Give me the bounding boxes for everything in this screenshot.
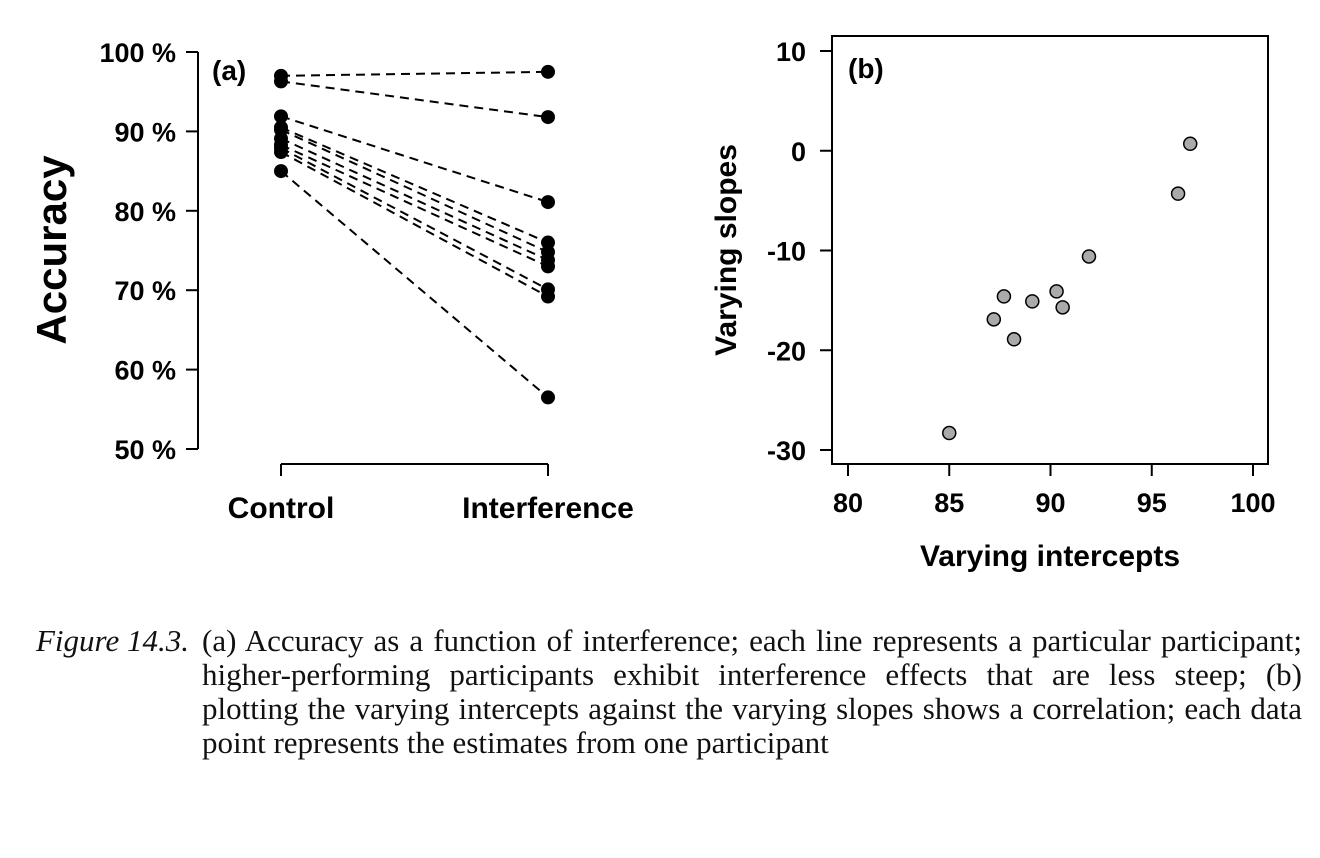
caption-text: (a) Accuracy as a function of interferen… [202,623,1302,760]
a-participant-line [280,170,549,399]
b-data-point [1182,136,1198,152]
a-y-tick-label: 50 % [114,435,176,465]
b-x-tick-label: 100 [1230,488,1275,518]
a-data-point [274,74,288,89]
a-participant-line [280,147,549,291]
a-x-tick-label: Control [228,492,335,525]
a-y-axis-title: Accuracy [28,155,75,345]
b-x-tick-label: 80 [833,488,863,518]
b-plot-frame [831,35,1269,465]
b-y-tick-label: -10 [767,237,806,267]
caption-label: Figure 14.3. [36,623,189,658]
a-data-point [274,145,288,160]
a-data-point [541,195,555,210]
a-participant-line [280,80,549,119]
a-y-tick-label: 80 % [114,197,176,227]
b-data-point [996,289,1012,304]
panel-b-scatter-chart: -30 -20 -10 0 10 80 85 90 95 100 Varying intercept… [710,35,1276,573]
b-panel-label: (b) [848,53,884,84]
a-data-point [541,110,555,125]
a-panel-label: (a) [212,55,246,86]
b-x-tick-label: 85 [934,488,964,518]
a-participant-line [280,151,549,298]
b-x-tick-label: 95 [1137,488,1167,518]
b-data-point [986,312,1002,327]
a-y-tick-label: 100 % [99,38,176,68]
b-data-point [1006,332,1022,347]
panel-a-accuracy-chart: 50 % 60 % 70 % 80 % 90 % 100 % Control Interfer… [28,38,634,525]
b-x-tick-label: 90 [1035,488,1065,518]
a-participant-line [280,143,549,268]
a-y-tick-label: 60 % [114,356,176,386]
b-y-tick-label: -20 [767,336,806,366]
b-y-tick-label: 10 [776,37,806,67]
a-participant-line [280,126,549,244]
b-data-point [1025,294,1040,309]
a-x-tick-label: Interference [462,492,634,525]
a-data-point [274,109,288,124]
a-data-point [541,64,555,79]
b-data-point [1055,300,1070,315]
a-data-point [274,164,288,179]
a-y-tick-label: 90 % [114,117,176,147]
b-y-tick-label: -30 [767,436,806,466]
b-data-point [1081,249,1097,264]
a-participant-line [280,70,549,77]
b-y-axis-title: Varying slopes [710,144,743,356]
a-participant-line [280,115,549,204]
a-y-tick-label: 70 % [114,276,176,306]
a-participant-line [280,137,549,261]
figure-svg: 50 % 60 % 70 % 80 % 90 % 100 % Control Interfer… [28,35,1276,573]
a-data-point [541,390,555,405]
figure: 50 % 60 % 70 % 80 % 90 % 100 % Control Interfer… [28,35,1276,573]
a-data-point [541,259,555,274]
a-data-point [541,289,555,304]
b-data-point [942,425,957,441]
b-data-point [1049,284,1064,299]
b-x-axis-title: Varying intercepts [920,540,1180,573]
b-data-point [1170,186,1186,201]
a-participant-line [280,128,549,253]
b-y-tick-label: 0 [791,137,806,167]
